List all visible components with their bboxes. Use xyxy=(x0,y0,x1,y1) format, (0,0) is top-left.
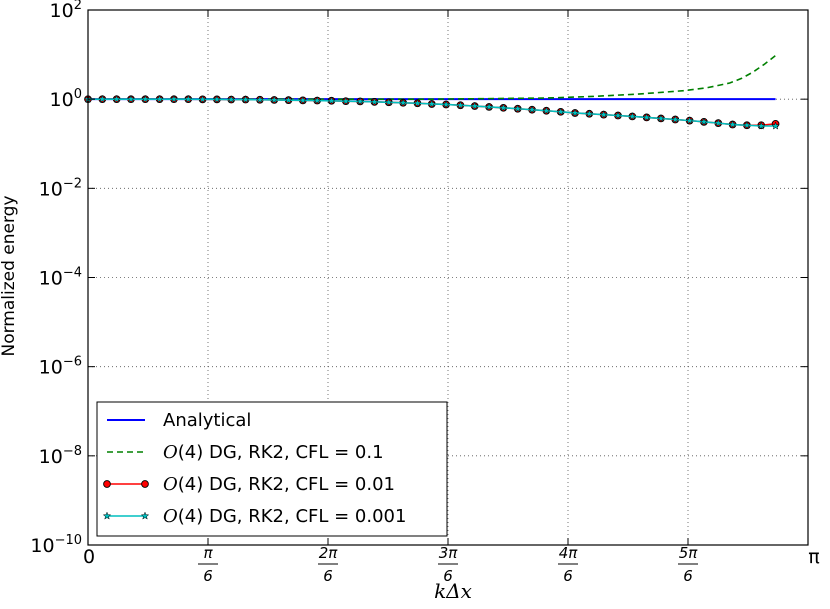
y-tick-label: 10−2 xyxy=(39,176,82,200)
legend-label: O(4) DG, RK2, CFL = 0.01 xyxy=(163,474,395,495)
legend: Analytical O(4) DG, RK2, CFL = 0.1 O(4) DG… xyxy=(97,402,447,536)
legend-marker xyxy=(142,481,149,488)
x-tick-label: π6 xyxy=(198,544,218,585)
x-tick-label: 5π6 xyxy=(678,544,698,585)
x-tick-numerator: π xyxy=(203,544,213,562)
x-tick-label: 4π6 xyxy=(558,544,578,585)
y-tick-label: 10−4 xyxy=(39,266,82,290)
y-tick-label: 10−8 xyxy=(39,444,82,468)
x-tick-numerator: 5π xyxy=(679,544,699,562)
x-tick-label: 2π6 xyxy=(318,544,338,585)
x-tick-numerator: 2π xyxy=(319,544,339,562)
x-tick-denominator: 6 xyxy=(683,567,693,585)
x-tick-denominator: 6 xyxy=(563,567,573,585)
x-tick-label: π xyxy=(808,546,819,568)
x-tick-numerator: 4π xyxy=(559,544,579,562)
y-tick-label: 102 xyxy=(50,0,82,22)
y-axis-label: Normalized energy xyxy=(0,195,19,356)
y-tick-label: 10−6 xyxy=(39,355,82,379)
legend-marker xyxy=(104,481,111,488)
y-tick-label: 100 xyxy=(50,87,82,111)
legend-label: Analytical xyxy=(163,410,251,431)
x-tick-label: 0 xyxy=(83,546,95,568)
x-axis-label: kΔx xyxy=(434,579,472,603)
x-tick-denominator: 6 xyxy=(203,567,213,585)
x-tick-denominator: 6 xyxy=(323,567,333,585)
legend-label: O(4) DG, RK2, CFL = 0.1 xyxy=(163,442,384,463)
legend-label: O(4) DG, RK2, CFL = 0.001 xyxy=(163,506,406,527)
y-tick-labels: 10−10 10−8 10−6 10−4 10−2 100 102 xyxy=(30,0,82,557)
y-tick-label: 10−10 xyxy=(30,533,82,557)
x-tick-numerator: 3π xyxy=(439,544,459,562)
